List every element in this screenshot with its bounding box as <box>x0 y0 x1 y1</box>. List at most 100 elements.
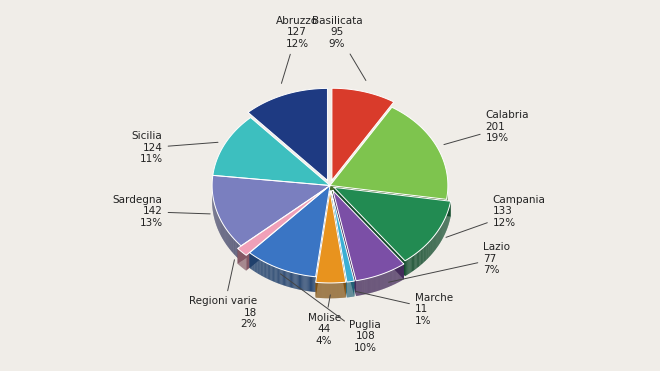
Polygon shape <box>332 88 394 180</box>
Text: Calabria
201
19%: Calabria 201 19% <box>444 110 529 145</box>
Polygon shape <box>249 186 330 277</box>
Text: Regioni varie
18
2%: Regioni varie 18 2% <box>189 260 257 329</box>
Polygon shape <box>411 256 412 272</box>
Polygon shape <box>282 270 283 285</box>
Text: Puglia
108
10%: Puglia 108 10% <box>280 274 381 353</box>
Polygon shape <box>261 260 262 276</box>
Polygon shape <box>280 269 281 285</box>
Polygon shape <box>238 243 239 259</box>
Polygon shape <box>232 237 233 253</box>
Polygon shape <box>416 253 417 269</box>
Polygon shape <box>306 276 308 291</box>
Polygon shape <box>315 186 330 292</box>
Polygon shape <box>303 275 304 290</box>
Polygon shape <box>292 273 293 288</box>
Polygon shape <box>310 276 311 292</box>
Polygon shape <box>421 249 422 265</box>
Polygon shape <box>268 264 269 279</box>
Polygon shape <box>313 276 314 292</box>
Polygon shape <box>249 186 330 268</box>
Text: Basilicata
95
9%: Basilicata 95 9% <box>312 16 366 81</box>
Polygon shape <box>413 255 414 271</box>
Polygon shape <box>309 276 310 292</box>
Text: Molise
44
4%: Molise 44 4% <box>308 295 341 346</box>
Polygon shape <box>301 275 302 290</box>
Polygon shape <box>237 242 238 258</box>
Polygon shape <box>265 262 266 278</box>
Polygon shape <box>254 256 255 272</box>
Polygon shape <box>333 191 404 279</box>
Polygon shape <box>334 187 451 217</box>
Polygon shape <box>281 269 282 285</box>
Polygon shape <box>405 260 406 276</box>
Polygon shape <box>424 246 425 262</box>
Polygon shape <box>248 88 327 180</box>
Polygon shape <box>264 262 265 278</box>
Polygon shape <box>406 260 407 276</box>
Polygon shape <box>291 272 292 288</box>
Polygon shape <box>276 267 277 283</box>
Polygon shape <box>296 274 297 289</box>
Polygon shape <box>274 266 275 282</box>
Polygon shape <box>253 255 254 271</box>
Polygon shape <box>257 258 258 274</box>
Polygon shape <box>273 266 274 282</box>
Polygon shape <box>330 107 448 199</box>
Polygon shape <box>414 254 416 270</box>
Polygon shape <box>250 253 251 269</box>
Text: Sicilia
124
11%: Sicilia 124 11% <box>132 131 218 164</box>
Polygon shape <box>269 264 270 280</box>
Polygon shape <box>233 237 234 253</box>
Polygon shape <box>302 275 303 290</box>
Polygon shape <box>286 271 288 286</box>
Polygon shape <box>279 268 280 284</box>
Polygon shape <box>422 247 424 263</box>
Polygon shape <box>212 175 330 246</box>
Polygon shape <box>315 191 346 283</box>
Polygon shape <box>239 244 240 260</box>
Polygon shape <box>271 265 273 281</box>
Polygon shape <box>251 254 252 270</box>
Polygon shape <box>236 242 237 257</box>
Polygon shape <box>270 265 271 280</box>
Polygon shape <box>240 245 241 261</box>
Polygon shape <box>241 186 330 261</box>
Polygon shape <box>409 257 411 273</box>
Polygon shape <box>304 275 306 291</box>
Polygon shape <box>238 188 327 264</box>
Polygon shape <box>290 272 291 288</box>
Polygon shape <box>246 188 327 270</box>
Polygon shape <box>407 259 408 275</box>
Text: Marche
11
1%: Marche 11 1% <box>355 291 453 326</box>
Polygon shape <box>213 118 330 186</box>
Polygon shape <box>255 257 256 272</box>
Polygon shape <box>333 191 356 296</box>
Text: Sardegna
142
13%: Sardegna 142 13% <box>113 195 210 228</box>
Polygon shape <box>420 249 421 265</box>
Polygon shape <box>266 263 267 278</box>
Polygon shape <box>312 276 313 292</box>
Polygon shape <box>256 257 257 273</box>
Polygon shape <box>419 251 420 267</box>
Polygon shape <box>258 259 259 274</box>
Polygon shape <box>418 251 419 267</box>
Polygon shape <box>277 268 278 283</box>
Text: Abruzzo
127
12%: Abruzzo 127 12% <box>276 16 318 83</box>
Polygon shape <box>417 252 418 268</box>
Polygon shape <box>426 244 427 260</box>
Polygon shape <box>429 241 430 257</box>
Polygon shape <box>427 243 428 259</box>
Polygon shape <box>428 242 429 258</box>
Polygon shape <box>293 273 294 288</box>
Polygon shape <box>267 263 268 279</box>
Polygon shape <box>331 191 354 296</box>
Polygon shape <box>300 275 301 290</box>
Polygon shape <box>308 276 309 291</box>
Polygon shape <box>278 268 279 284</box>
Polygon shape <box>311 276 312 292</box>
Polygon shape <box>259 259 261 275</box>
Polygon shape <box>330 191 346 298</box>
Polygon shape <box>334 187 405 276</box>
Text: Lazio
77
7%: Lazio 77 7% <box>389 242 510 282</box>
Polygon shape <box>294 273 296 289</box>
